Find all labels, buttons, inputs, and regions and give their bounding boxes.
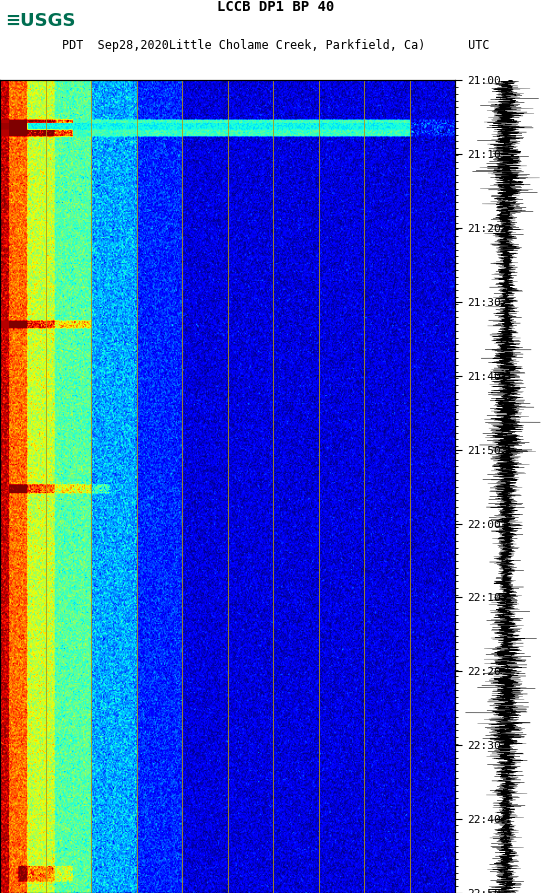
Text: ≡USGS: ≡USGS [6, 13, 76, 30]
Text: PDT  Sep28,2020Little Cholame Creek, Parkfield, Ca)      UTC: PDT Sep28,2020Little Cholame Creek, Park… [62, 38, 490, 52]
Text: LCCB DP1 BP 40: LCCB DP1 BP 40 [217, 0, 335, 14]
